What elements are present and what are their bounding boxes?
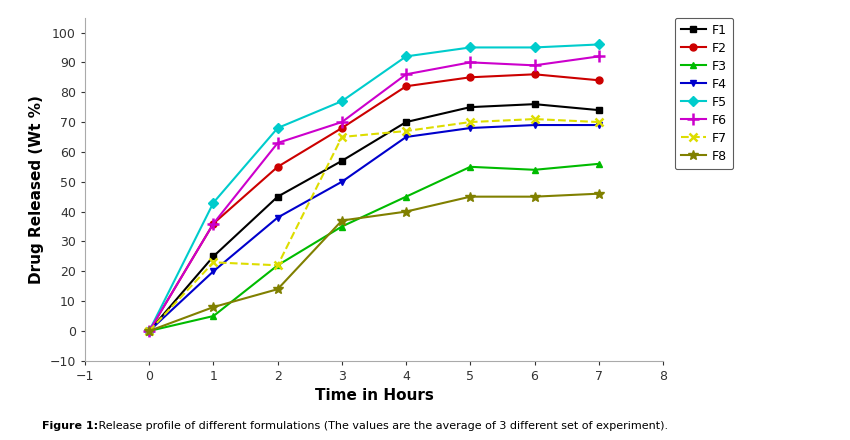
F2 (144, 328, 155, 334)
Line: F8: F8 (144, 189, 604, 336)
F7 (208, 260, 218, 265)
F4 (208, 269, 218, 274)
F7 (530, 117, 540, 122)
F4 (593, 122, 604, 128)
F4 (337, 179, 347, 184)
F7 (337, 134, 347, 139)
F2 (273, 164, 283, 169)
F3 (144, 328, 155, 334)
F3 (465, 164, 475, 169)
F2 (530, 72, 540, 77)
F8 (337, 218, 347, 223)
F6 (208, 221, 218, 226)
F1 (273, 194, 283, 199)
F3 (337, 224, 347, 229)
F5 (465, 45, 475, 50)
F4 (401, 134, 411, 139)
F5 (337, 99, 347, 104)
F6 (593, 54, 604, 59)
F3 (208, 313, 218, 319)
Line: F4: F4 (145, 121, 603, 334)
F2 (465, 75, 475, 80)
F5 (273, 125, 283, 131)
F2 (593, 77, 604, 83)
F1 (208, 254, 218, 259)
F4 (273, 215, 283, 220)
Y-axis label: Drug Released (Wt %): Drug Released (Wt %) (29, 95, 44, 284)
F8 (208, 304, 218, 310)
F1 (593, 107, 604, 113)
F1 (337, 158, 347, 164)
Line: F2: F2 (145, 71, 603, 334)
F6 (337, 119, 347, 125)
Text: Figure 1:: Figure 1: (42, 421, 99, 431)
F4 (530, 122, 540, 128)
F5 (593, 42, 604, 47)
F8 (144, 328, 155, 334)
F6 (144, 328, 155, 334)
F8 (593, 191, 604, 196)
F3 (401, 194, 411, 199)
Legend: F1, F2, F3, F4, F5, F6, F7, F8: F1, F2, F3, F4, F5, F6, F7, F8 (675, 18, 734, 169)
F6 (530, 63, 540, 68)
F8 (530, 194, 540, 199)
F2 (401, 84, 411, 89)
F2 (337, 125, 347, 131)
F5 (530, 45, 540, 50)
F3 (593, 161, 604, 166)
Line: F1: F1 (145, 101, 603, 334)
F2 (208, 221, 218, 226)
F1 (465, 104, 475, 110)
Text: Release profile of different formulations (The values are the average of 3 diffe: Release profile of different formulation… (95, 421, 668, 431)
Line: F7: F7 (145, 115, 603, 335)
F7 (401, 128, 411, 134)
F1 (530, 102, 540, 107)
F8 (273, 286, 283, 292)
F5 (208, 200, 218, 205)
F6 (401, 72, 411, 77)
F4 (465, 125, 475, 131)
F7 (593, 119, 604, 125)
F7 (144, 328, 155, 334)
F6 (273, 140, 283, 146)
X-axis label: Time in Hours: Time in Hours (314, 389, 434, 403)
Line: F5: F5 (145, 41, 603, 334)
F1 (401, 119, 411, 125)
F5 (401, 54, 411, 59)
F6 (465, 60, 475, 65)
F4 (144, 328, 155, 334)
F7 (273, 263, 283, 268)
F5 (144, 328, 155, 334)
F7 (465, 119, 475, 125)
F8 (401, 209, 411, 214)
F3 (530, 167, 540, 172)
F1 (144, 328, 155, 334)
Line: F6: F6 (144, 51, 604, 337)
F3 (273, 263, 283, 268)
F8 (465, 194, 475, 199)
Line: F3: F3 (145, 160, 603, 334)
